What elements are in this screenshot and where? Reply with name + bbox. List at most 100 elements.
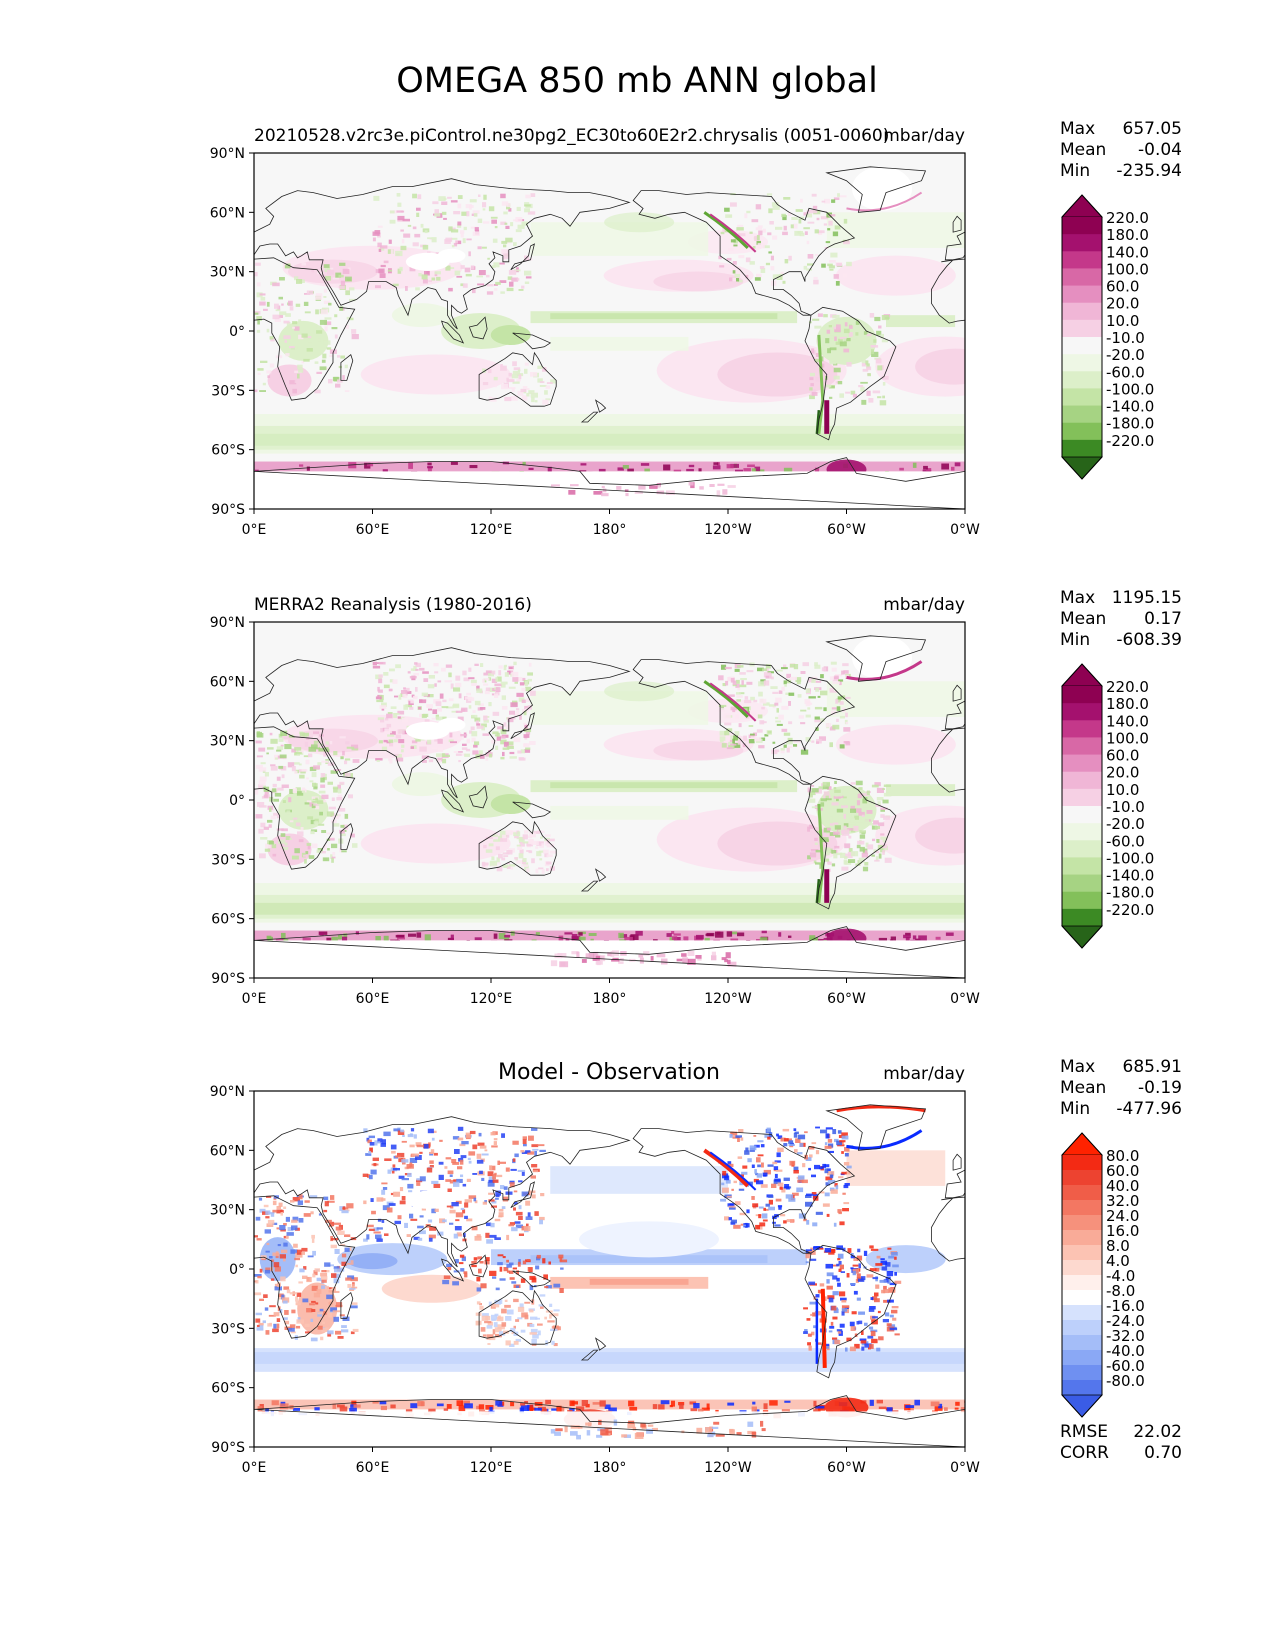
field-cell [733, 1180, 737, 1184]
field-cell [405, 1409, 413, 1413]
field-cell [835, 674, 843, 677]
field-cell [492, 711, 500, 716]
field-cell [757, 243, 765, 249]
field-cell [283, 1286, 290, 1290]
field-cell [368, 1151, 371, 1154]
field-cell [506, 203, 511, 207]
field-cell [807, 826, 810, 832]
field-region [717, 821, 838, 866]
land-japan [510, 243, 535, 271]
field-cell [848, 835, 852, 839]
land-greenland [825, 166, 927, 213]
colorbar-tick-label: 32.0 [1106, 1192, 1139, 1210]
field-cell [774, 1160, 781, 1163]
field-cell [376, 1238, 383, 1242]
field-cell [759, 698, 767, 704]
field-cell [401, 717, 409, 723]
field-cell [339, 736, 346, 739]
field-cell [380, 1142, 386, 1147]
field-cell [403, 233, 411, 238]
colorbar-tick-label: -100.0 [1106, 849, 1154, 867]
colorbar-swatch [1062, 217, 1102, 235]
field-cell [859, 1338, 867, 1341]
field-cell [773, 1166, 779, 1170]
field-cell [505, 1340, 511, 1346]
field-cell [803, 1307, 808, 1310]
field-cell [466, 1218, 473, 1222]
field-cell [788, 1140, 794, 1144]
field-cell [842, 831, 850, 836]
field-cell [511, 374, 519, 379]
field-cell [437, 707, 442, 712]
field-cell [491, 670, 496, 675]
field-cell [477, 218, 483, 223]
field-cell [850, 782, 856, 785]
field-cell [504, 672, 509, 677]
field-cell [495, 1190, 501, 1196]
field-cell [270, 338, 275, 342]
field-cell [513, 242, 517, 247]
field-cell [419, 1215, 424, 1218]
field-cell [518, 1259, 521, 1264]
field-cell [829, 742, 833, 748]
field-cell [760, 1420, 764, 1427]
field-cell [883, 1285, 887, 1290]
lat-tick-label: 60°N [210, 205, 245, 221]
field-cell [857, 793, 862, 799]
field-cell [510, 222, 514, 227]
field-cell [284, 340, 287, 343]
field-cell [789, 1145, 794, 1148]
field-cell [335, 272, 342, 278]
field-cell [388, 688, 393, 692]
field-cell [761, 930, 767, 934]
field-cell [416, 207, 421, 211]
field-cell [508, 269, 517, 275]
field-cell [419, 746, 427, 752]
field-cell [434, 271, 441, 275]
field-cell [817, 230, 825, 234]
field-cell [827, 861, 832, 865]
field-cell [427, 466, 432, 472]
field-cell [525, 698, 530, 702]
field-cell [830, 1189, 838, 1194]
field-cell [839, 195, 847, 198]
field-cell [306, 800, 312, 804]
field-cell [721, 1182, 725, 1186]
field-region [360, 823, 511, 864]
field-cell [366, 1234, 370, 1240]
field-cell [441, 753, 446, 757]
colorbar-extend-min [1061, 925, 1103, 949]
field-cell [488, 1301, 492, 1306]
field-cell [347, 1284, 352, 1288]
field-cell [417, 1401, 424, 1407]
field-cell [527, 1151, 535, 1155]
field-cell [466, 1178, 471, 1182]
field-cell [307, 816, 314, 820]
field-cell [472, 231, 480, 236]
field-cell [524, 705, 529, 711]
field-cell [754, 466, 761, 472]
field-cell [732, 684, 737, 687]
field-cell [483, 194, 487, 200]
field-cell [778, 714, 784, 720]
field-cell [540, 830, 545, 833]
field-cell [738, 1129, 744, 1133]
field-cell [534, 1151, 537, 1156]
field-cell [784, 683, 787, 687]
field-cell [410, 1218, 418, 1221]
field-cell [316, 1277, 322, 1282]
field-cell [461, 211, 468, 216]
field-cell [503, 741, 509, 747]
field-cell [519, 715, 522, 720]
field-cell [713, 1421, 720, 1425]
field-cell [437, 747, 444, 752]
field-cell [506, 866, 511, 869]
field-cell [508, 686, 516, 689]
field-cell [772, 749, 780, 753]
field-cell [471, 1264, 477, 1268]
field-cell [302, 1298, 309, 1303]
field-region [826, 681, 965, 717]
field-cell [812, 205, 818, 210]
field-cell [276, 828, 284, 831]
field-cell [516, 844, 521, 847]
